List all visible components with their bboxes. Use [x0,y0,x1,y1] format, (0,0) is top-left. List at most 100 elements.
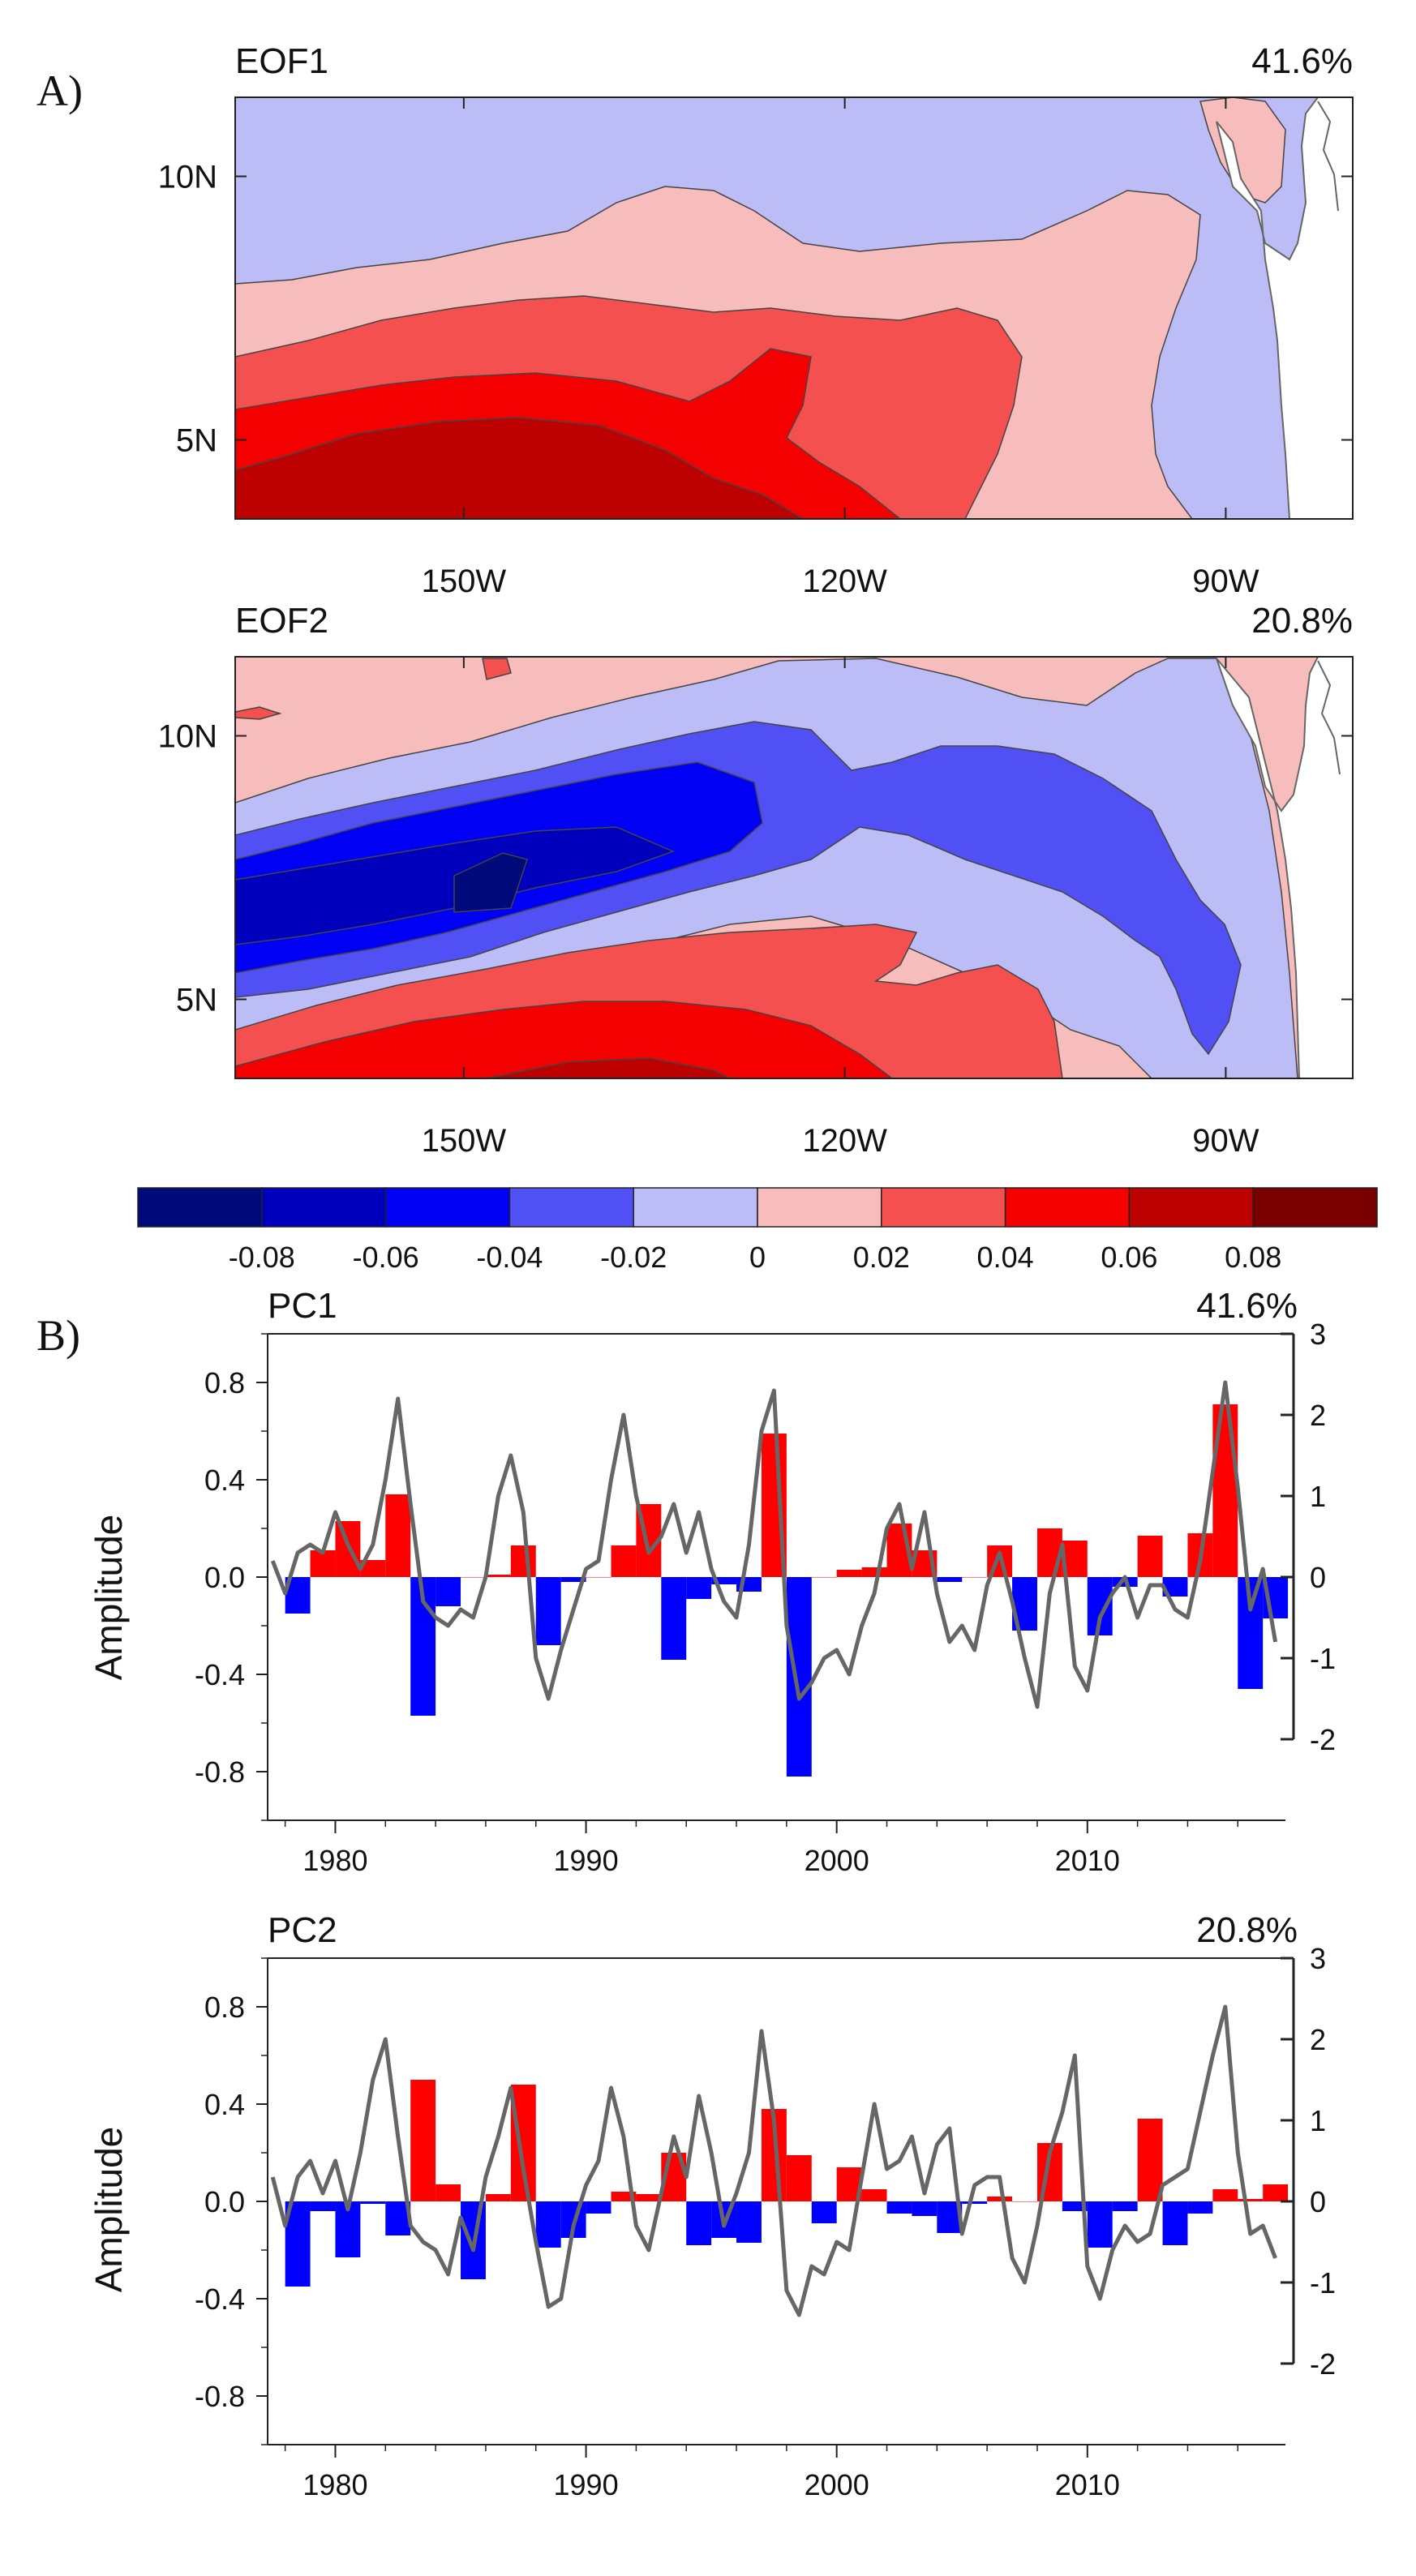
pc-bar [1137,2119,1163,2201]
pc-right-tick-label: 1 [1310,2104,1326,2137]
pc-bar [987,2197,1013,2201]
eof1-title: EOF1 [235,41,328,81]
colorbar-swatch [261,1187,387,1228]
eof2-land-mask [1216,657,1353,1078]
colorbar-label: -0.02 [600,1241,667,1274]
pc-bar [686,1577,712,1599]
pc-bar [1137,1536,1163,1577]
pc-bar [360,1560,386,1577]
pc-bar [436,2184,461,2201]
pc-index-line [270,2004,1277,2317]
pc-bar [962,2201,988,2204]
pc-bar [1187,2201,1213,2214]
pc-xtick-label: 1980 [303,2468,367,2501]
pc-bar [461,1577,486,1578]
colorbar-swatch [1004,1187,1131,1228]
colorbar-swatch [633,1187,758,1228]
pc-xtick-label: 2010 [1055,1844,1120,1877]
pc-bar [962,1577,988,1578]
eof2-variance: 20.8% [1251,601,1353,641]
eof2-axes: 150W 120W 90W 10N 5N [158,657,1353,1159]
pc-bar [661,1577,687,1660]
map-ytick-label: 5N [176,423,217,459]
colorbar-swatch [384,1187,511,1228]
pc-right-tick-label: 2 [1310,1399,1326,1432]
eof2-small-patch-west [235,706,282,720]
pc-bar [1087,2201,1113,2248]
pc2-plot: 0.8 0.4 0.0 -0.4 -0.8 1980 1990 2000 2010 3 2 1 0 -1 -… [195,1942,1336,2501]
pc-bar [1162,2201,1188,2245]
pc-bar [485,1575,511,1577]
pc-ytick-label: -0.8 [195,1755,245,1789]
colorbar-label: -0.04 [476,1241,543,1274]
pc-bar [310,1550,336,1577]
pc-ytick-label: 0.4 [204,2088,245,2121]
map-ytick-label: 10N [158,719,217,755]
pc-index-line [270,1380,1278,1709]
eof1-coastal-positive [1199,97,1286,204]
pc-bar [310,2201,336,2211]
pc-right-tick-label: -2 [1310,2347,1336,2381]
colorbar: -0.08 -0.06 -0.04 -0.02 0 0.02 0.04 0.06 0.08 [137,1187,1378,1274]
pc-right-tick-label: 0 [1310,2185,1326,2218]
colorbar-swatch [1128,1187,1254,1228]
pc-xtick-label: 1990 [554,2468,619,2501]
colorbar-swatch [1252,1187,1378,1228]
colorbar-swatch [508,1187,634,1228]
pc-bar [510,1545,536,1577]
pc-bar [535,1577,561,1645]
pc-bar [786,2155,812,2201]
pc-bar [1238,2199,1264,2201]
map-xtick-label: 90W [1192,564,1259,599]
eof2-contour--0.08 [453,852,528,913]
map-xtick-label: 150W [422,1123,507,1159]
pc-right-tick-label: 0 [1310,1561,1326,1594]
eof1-frame [234,96,1354,520]
pc-xtick-label: 2000 [805,1844,869,1877]
colorbar-label: 0.08 [1225,1241,1281,1274]
map-xtick-label: 120W [802,564,887,599]
pc-bar [786,1577,812,1777]
pc1-ylabel: Amplitude [88,1515,130,1681]
eof1-contour-0.06 [235,417,805,519]
colorbar-label: 0.06 [1101,1241,1157,1274]
pc-bar [1263,2184,1289,2201]
eof2-field [235,657,1353,1078]
pc-bar [1112,2201,1138,2211]
map-xtick-label: 90W [1192,1123,1259,1159]
pc-bar [861,1567,887,1577]
pc-bar [811,2201,837,2223]
pc1-variance: 41.6% [1196,1286,1298,1326]
pc1-chart: PC1 41.6% Amplitude 0.8 0.4 0.0 -0.4 -0.8 198… [88,1286,1336,1877]
colorbar-label: -0.08 [229,1241,295,1274]
panel-label-a: A) [36,66,83,115]
pc-bar [436,1577,461,1606]
pc-xtick-label: 1980 [303,1844,367,1877]
pc-right-tick-label: 2 [1310,2023,1326,2056]
pc-bar [1212,2189,1238,2201]
pc-bar [1012,2201,1037,2202]
pc-bar [485,2194,511,2201]
pc-xtick-label: 1990 [554,1844,619,1877]
colorbar-swatch [137,1187,263,1228]
pc-right-tick-label: 3 [1310,1318,1326,1351]
pc-ytick-label: -0.8 [195,2380,245,2413]
eof1-coastline [1317,101,1339,212]
pc-right-tick-label: 3 [1310,1942,1326,1975]
pc-ytick-label: -0.4 [195,2282,245,2316]
pc-bar [535,2201,561,2248]
pc-ytick-label: 0.8 [204,1991,245,2024]
pc-ytick-label: 0.0 [204,2185,245,2218]
pc-ytick-label: -0.4 [195,1658,245,1691]
eof2-small-patch-north [482,658,512,680]
pc-right-tick-label: -1 [1310,1642,1336,1675]
colorbar-swatch [881,1187,1006,1228]
eof1-map: EOF1 41.6% 150W 120W 90W 10N 5N [158,41,1354,599]
pc1-plot: 0.8 0.4 0.0 -0.4 -0.8 1980 1990 2000 2010 3 2 1 0 -1 -… [195,1318,1336,1877]
colorbar-label: 0.04 [977,1241,1034,1274]
pc-bar [1062,2201,1088,2211]
map-xtick-label: 120W [802,1123,887,1159]
eof2-frame [234,656,1354,1079]
pc-ytick-label: 0.4 [204,1464,245,1497]
